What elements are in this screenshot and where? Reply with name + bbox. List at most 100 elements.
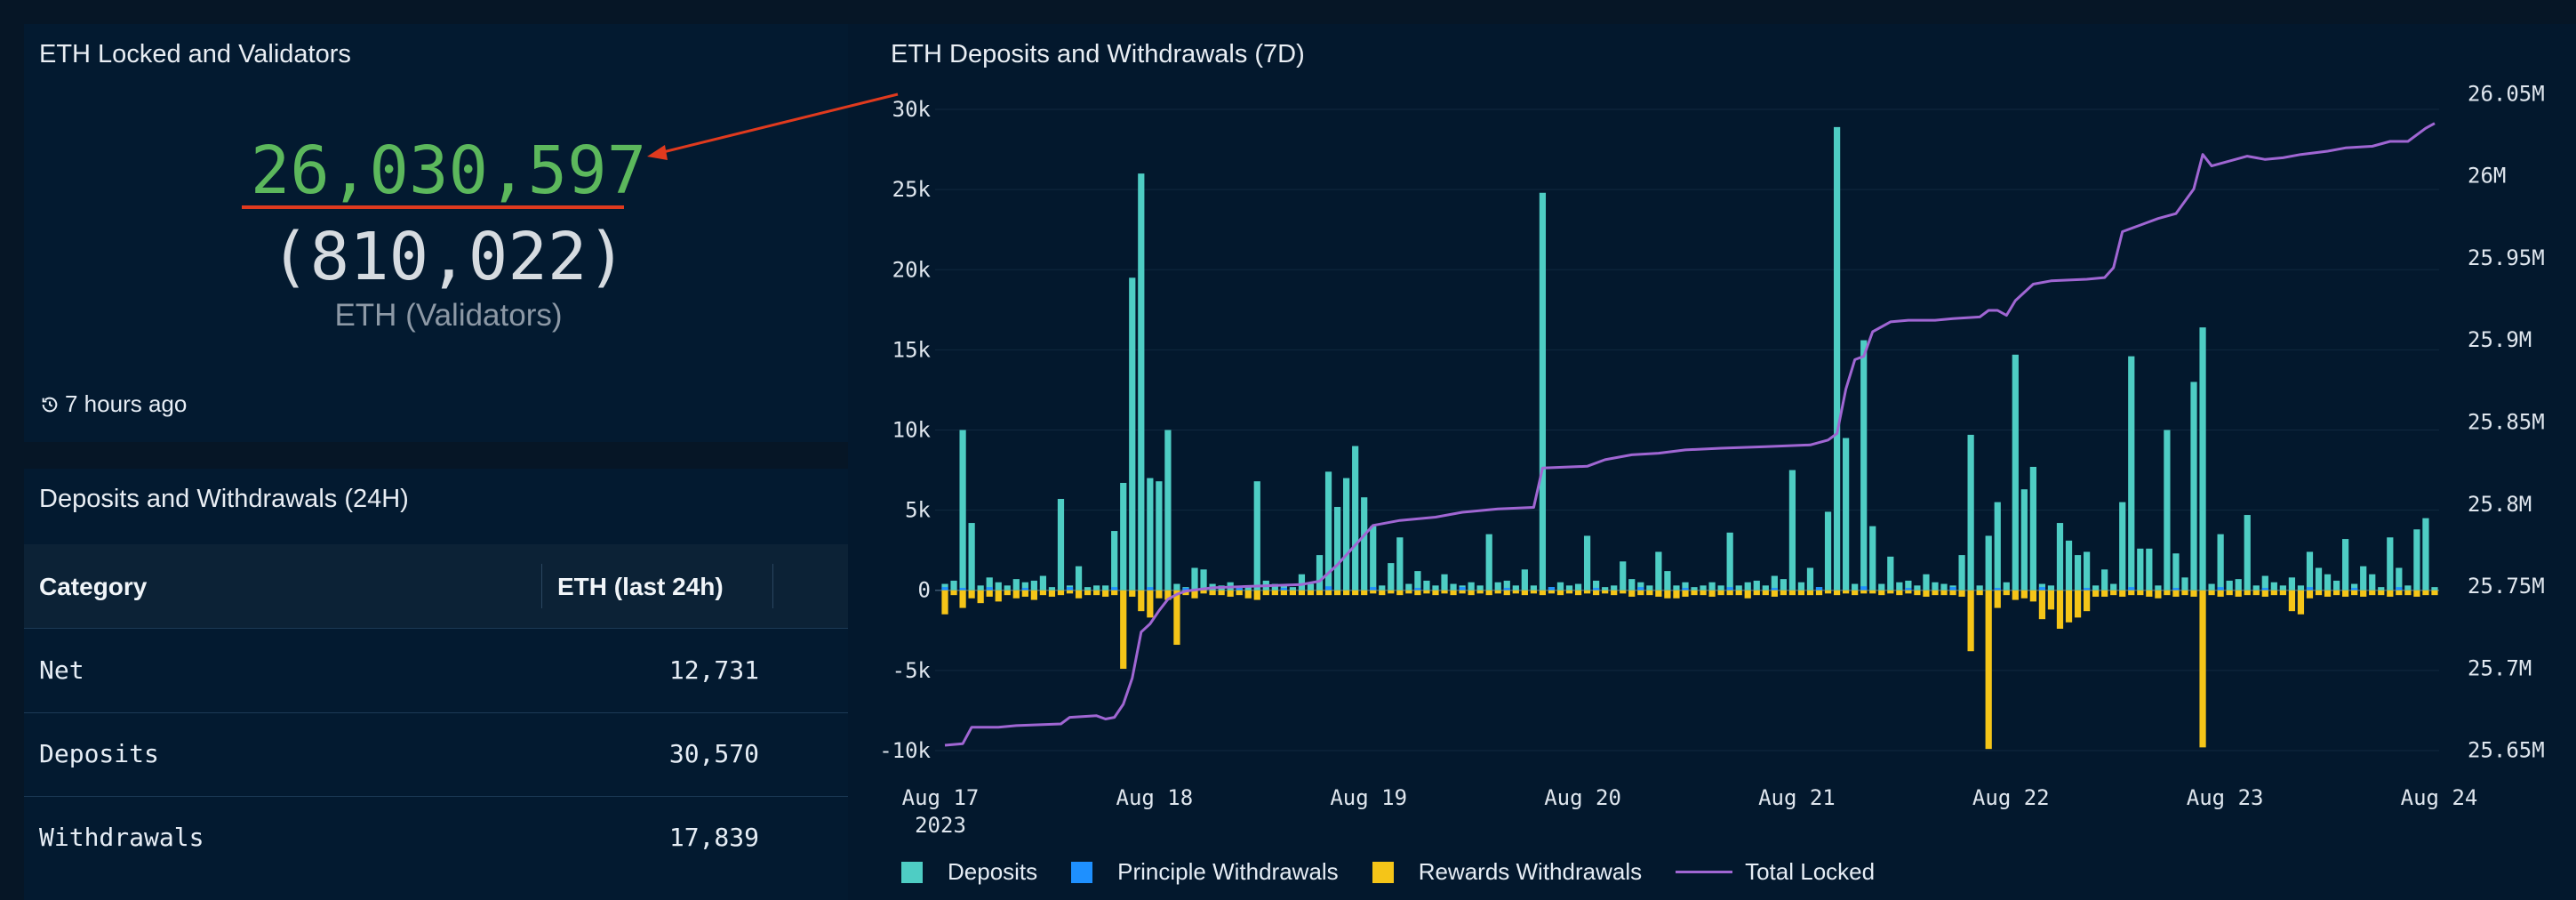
deposit-bar (2020, 489, 2028, 591)
deposit-bar (1976, 585, 1983, 591)
deposit-bar (2146, 548, 2153, 591)
y-right-tick-label: 25.8M (2468, 492, 2532, 517)
column-header-category[interactable]: Category (39, 573, 148, 600)
deposit-bar (1388, 563, 1395, 591)
reward-withdrawal-bar (2110, 590, 2117, 596)
principle-withdrawal-bar (1182, 588, 1189, 591)
deposit-bar (1352, 446, 1359, 591)
deposit-bar (1441, 574, 1448, 591)
reward-withdrawal-bar (2369, 590, 2376, 596)
deposit-bar (2413, 529, 2420, 591)
y-left-tick-label: 20k (892, 257, 932, 282)
reward-withdrawal-bar (1664, 590, 1671, 599)
deposit-bar (2065, 540, 2073, 591)
deposit-bar (1004, 585, 1011, 591)
deposit-bar (1414, 571, 1421, 591)
deposit-bar (1788, 470, 1796, 591)
deposit-bar (1021, 582, 1028, 591)
deposit-bar (1379, 585, 1386, 591)
legend-label: Deposits (948, 858, 1038, 885)
reward-withdrawal-bar (1459, 590, 1466, 594)
deposit-bar (2181, 577, 2188, 591)
deposit-bar (2083, 551, 2091, 591)
deposit-bar (1780, 579, 1787, 591)
reward-withdrawal-bar (2332, 590, 2340, 596)
deposit-bar (1771, 575, 1778, 591)
x-tick-label: Aug 17 (902, 785, 980, 810)
chart[interactable]: -10k -5k 0 5k 10k 15k 20k 25k 30k 25.65M 25.7M 25.7… (848, 24, 2576, 900)
deposit-bar (1940, 583, 1948, 591)
reward-withdrawal-bar (1583, 590, 1591, 594)
deposit-bar (1271, 583, 1278, 591)
reward-withdrawal-bar (1682, 590, 1689, 597)
deposit-bar (1173, 583, 1180, 591)
reward-withdrawal-bar (2047, 590, 2055, 610)
reward-withdrawal-bar (1744, 590, 1751, 599)
reward-withdrawal-bar (1218, 590, 1225, 596)
reward-withdrawal-bar (2199, 590, 2206, 748)
reward-withdrawal-bar (1173, 590, 1180, 646)
column-header-eth[interactable]: ETH (last 24h) (557, 573, 724, 600)
principle-withdrawal-bar (2306, 587, 2314, 591)
principle-withdrawal-bar (2351, 588, 2358, 591)
reward-withdrawal-bar (1004, 590, 1011, 596)
legend-total-locked[interactable]: Total Locked (1676, 858, 1875, 886)
reward-withdrawal-bar (2396, 590, 2403, 596)
reward-withdrawal-bar (1021, 590, 1028, 597)
reward-withdrawal-bar (2217, 590, 2224, 597)
x-tick-label: Aug 23 (2187, 785, 2264, 810)
deposit-bar (1824, 511, 1832, 591)
principle-withdrawal-bar (959, 588, 966, 591)
column-divider[interactable] (772, 564, 773, 608)
column-divider[interactable] (541, 564, 542, 608)
reward-withdrawal-bar (2422, 590, 2429, 596)
deposit-bar (2270, 582, 2277, 591)
deposit-bar (1628, 579, 1636, 591)
reward-withdrawal-bar (1985, 590, 1992, 750)
reward-withdrawal-bar (2092, 590, 2100, 597)
legend-principle-withdrawals[interactable]: Principle Withdrawals (1071, 858, 1339, 886)
reward-withdrawal-bar (1476, 590, 1484, 594)
principle-withdrawal-bar (2172, 588, 2180, 591)
reward-withdrawal-bar (1753, 590, 1760, 596)
principle-withdrawal-bar (1503, 588, 1510, 591)
reward-withdrawal-bar (1691, 590, 1698, 596)
principle-withdrawal-bar (1021, 588, 1028, 591)
last-updated-text: 7 hours ago (65, 390, 188, 417)
principle-withdrawal-bar (1682, 588, 1689, 591)
deposit-bar (1244, 585, 1252, 591)
principle-withdrawal-bar (1726, 587, 1733, 591)
reward-withdrawal-bar (1717, 590, 1724, 596)
x-tick-label: Aug 21 (1758, 785, 1836, 810)
reward-withdrawal-bar (1958, 590, 1965, 597)
deposit-bar (1574, 583, 1582, 591)
reward-withdrawal-bar (1414, 590, 1421, 596)
reward-withdrawal-bar (2101, 590, 2108, 597)
reward-withdrawal-bar (2378, 590, 2385, 596)
legend-label: Total Locked (1745, 858, 1876, 885)
deposit-bar (2047, 585, 2055, 591)
reward-withdrawal-bar (1503, 590, 1510, 596)
deposit-bar (1147, 478, 1154, 591)
deposit-bar (1468, 582, 1475, 591)
reward-withdrawal-bar (1093, 590, 1100, 596)
table-row: Net 12,731 (24, 629, 848, 713)
principle-withdrawal-bar (2083, 588, 2091, 591)
reward-withdrawal-bar (1788, 590, 1796, 596)
x-tick-label: Aug 22 (1972, 785, 2050, 810)
reward-withdrawal-bar (1280, 590, 1287, 596)
x-tick-sublabel: 2023 (915, 813, 966, 838)
principle-withdrawal-bar (1548, 587, 1556, 591)
total-locked-swatch (1676, 871, 1733, 873)
reward-withdrawal-bar (1343, 590, 1350, 596)
reward-withdrawal-bar (941, 590, 948, 615)
legend-rewards-withdrawals[interactable]: Rewards Withdrawals (1372, 858, 1642, 886)
deposit-bar (2110, 583, 2117, 591)
deposit-bar (1708, 582, 1716, 591)
legend-deposits[interactable]: Deposits (901, 858, 1037, 886)
principle-withdrawal-bar (2217, 587, 2224, 591)
reward-withdrawal-bar (1262, 590, 1269, 596)
y-left-tick-label: 30k (892, 97, 932, 122)
deposit-bar (1298, 574, 1306, 591)
reward-withdrawal-bar (2119, 590, 2126, 597)
